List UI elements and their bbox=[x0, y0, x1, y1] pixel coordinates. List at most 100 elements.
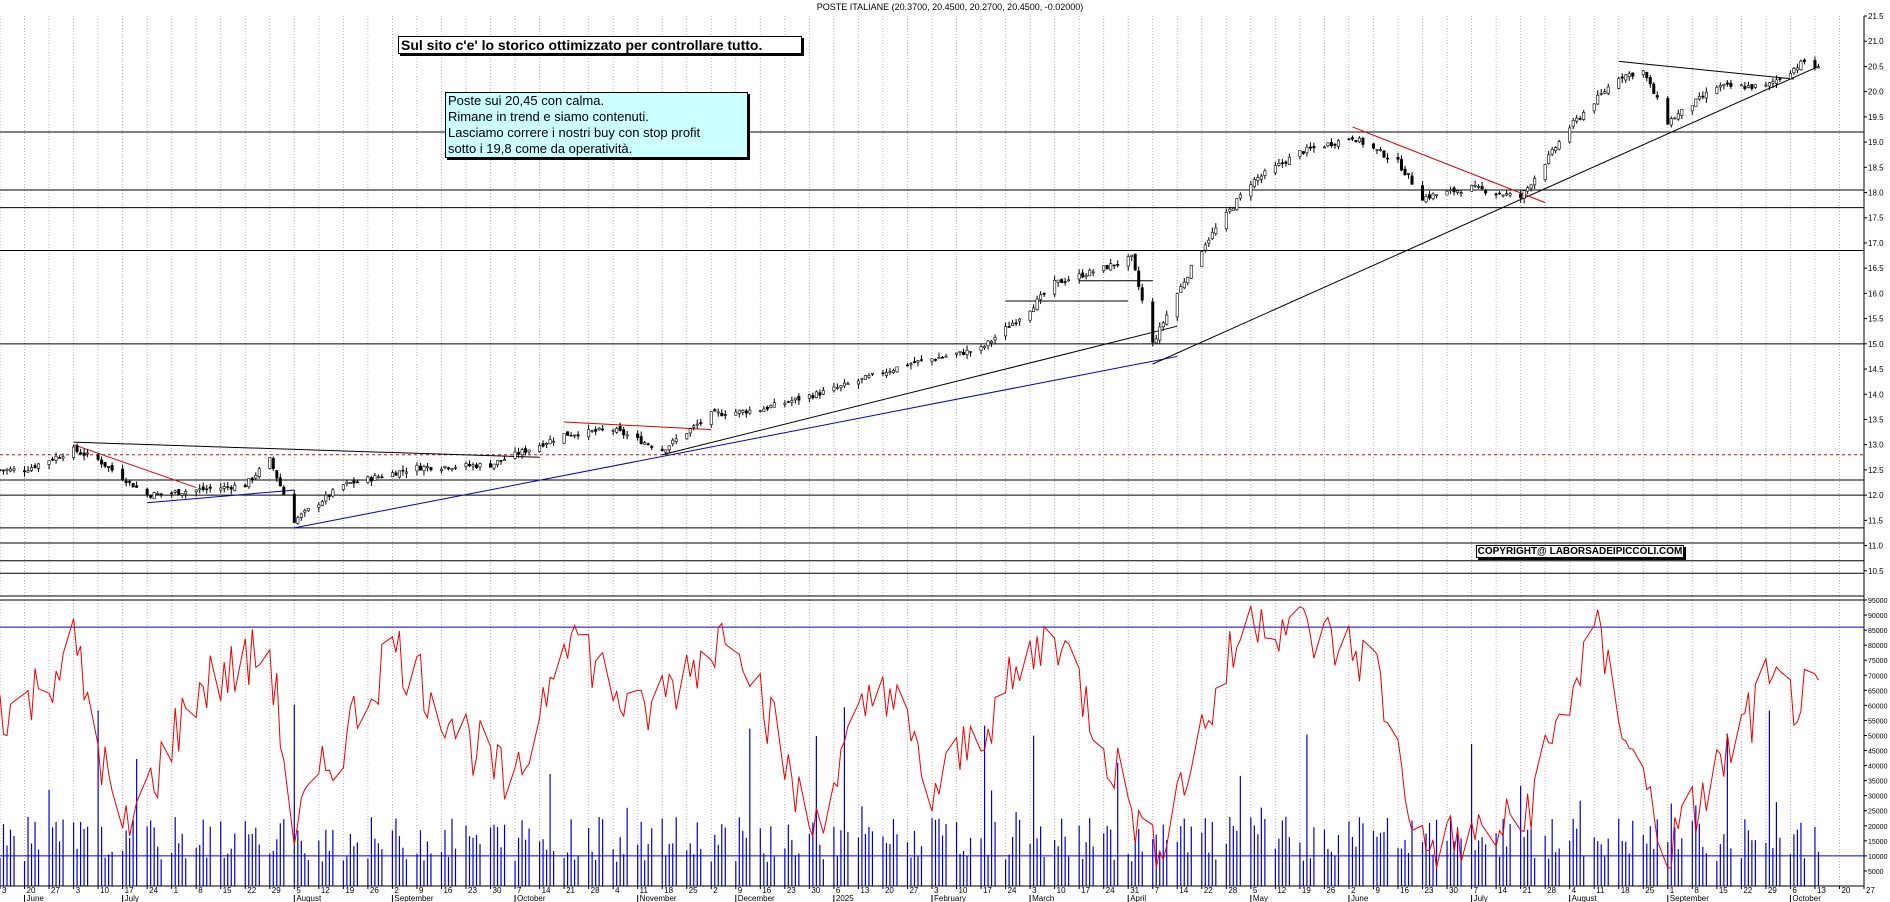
candle-body bbox=[1725, 82, 1729, 85]
price-gridlines bbox=[0, 16, 1865, 596]
candle-body bbox=[422, 466, 426, 472]
candle-body bbox=[489, 463, 493, 468]
price-candles bbox=[0, 56, 1820, 525]
candle-body bbox=[496, 460, 500, 466]
candle-body bbox=[1298, 150, 1302, 157]
candle-body bbox=[1676, 113, 1680, 120]
candle-body bbox=[1550, 148, 1554, 155]
candle-body bbox=[37, 463, 41, 469]
candle-body bbox=[1207, 239, 1211, 244]
candle-body bbox=[814, 391, 818, 398]
candle-body bbox=[1715, 86, 1719, 94]
candle-body bbox=[1631, 72, 1635, 77]
candle-body bbox=[1228, 208, 1232, 212]
candle-body bbox=[1336, 140, 1340, 147]
x-tick-day-label: 15 bbox=[223, 886, 232, 895]
x-tick-day-label: 4 bbox=[1572, 886, 1577, 895]
candle-body bbox=[965, 350, 969, 355]
candle-body bbox=[1410, 175, 1414, 185]
candle-body bbox=[348, 482, 352, 484]
candle-body bbox=[601, 428, 605, 431]
x-tick-day-label: 19 bbox=[1302, 886, 1311, 895]
x-tick-day-label: 30 bbox=[811, 886, 820, 895]
candle-body bbox=[429, 467, 433, 471]
candle-body bbox=[1385, 157, 1389, 160]
x-tick-day-label: 10 bbox=[100, 886, 109, 895]
candle-body bbox=[524, 448, 528, 453]
y-tick-label: 80000 bbox=[1868, 643, 1888, 650]
candle-body bbox=[1501, 194, 1505, 197]
candle-body bbox=[268, 457, 272, 469]
x-month-label: March bbox=[1032, 894, 1054, 902]
candle-body bbox=[26, 470, 30, 473]
candle-body bbox=[1767, 82, 1771, 87]
analysis-note: Poste sui 20,45 con calma. Rimane in tre… bbox=[445, 92, 748, 158]
candle-body bbox=[1424, 196, 1428, 203]
candle-body bbox=[1056, 279, 1060, 283]
x-tick-day-label: 23 bbox=[468, 886, 477, 895]
candle-body bbox=[1701, 95, 1705, 98]
candle-body bbox=[867, 375, 871, 378]
candle-body bbox=[576, 434, 580, 437]
x-tick-day-label: 20 bbox=[885, 886, 894, 895]
y-tick-label: 35000 bbox=[1868, 779, 1888, 786]
candle-body bbox=[128, 481, 132, 483]
candle-body bbox=[443, 465, 447, 468]
candle-body bbox=[667, 445, 671, 451]
y-tick-label: 10000 bbox=[1868, 854, 1888, 861]
x-month-label: October bbox=[517, 894, 546, 902]
x-tick-day-label: 14 bbox=[1498, 886, 1507, 895]
candle-body bbox=[909, 363, 913, 365]
candle-body bbox=[1371, 143, 1375, 149]
candle-body bbox=[303, 510, 307, 513]
candle-body bbox=[397, 470, 401, 478]
candle-body bbox=[639, 436, 643, 445]
note-line: Rimane in trend e siamo contenuti. bbox=[448, 109, 649, 124]
horizontal-levels bbox=[0, 131, 1864, 857]
candle-body bbox=[513, 451, 517, 459]
candle-body bbox=[1648, 77, 1652, 85]
candle-body bbox=[306, 508, 310, 512]
x-tick-day-label: 1 bbox=[1670, 886, 1675, 895]
candle-body bbox=[1568, 127, 1572, 143]
x-tick-day-label: 10 bbox=[959, 886, 968, 895]
x-tick-day-label: 9 bbox=[419, 886, 424, 895]
candle-body bbox=[1200, 251, 1204, 267]
x-tick-day-label: 28 bbox=[1547, 886, 1556, 895]
candle-body bbox=[905, 364, 909, 367]
candle-body bbox=[618, 426, 622, 431]
y-tick-label: 15000 bbox=[1868, 839, 1888, 846]
x-tick-day-label: 8 bbox=[198, 886, 203, 895]
candle-body bbox=[222, 485, 226, 489]
candle-body bbox=[1816, 66, 1820, 69]
candle-body bbox=[299, 513, 303, 518]
candle-body bbox=[1753, 84, 1757, 88]
candle-body bbox=[229, 487, 233, 490]
x-tick-day-label: 11 bbox=[640, 886, 649, 895]
candle-body bbox=[1256, 177, 1260, 181]
candle-body bbox=[1238, 194, 1242, 199]
candle-body bbox=[1718, 85, 1722, 88]
candle-body bbox=[331, 489, 335, 497]
x-tick-day-label: 12 bbox=[321, 886, 330, 895]
y-tick-label: 12.0 bbox=[1868, 491, 1884, 500]
candle-body bbox=[832, 386, 836, 391]
candle-body bbox=[107, 466, 111, 468]
candle-body bbox=[734, 411, 738, 416]
y-tick-label: 21.5 bbox=[1868, 12, 1884, 21]
candle-body bbox=[772, 402, 776, 408]
x-tick-day-label: 4 bbox=[615, 886, 620, 895]
candle-body bbox=[1421, 185, 1425, 201]
candle-body bbox=[1620, 76, 1624, 79]
candle-body bbox=[226, 486, 230, 488]
candle-body bbox=[916, 360, 920, 363]
candle-body bbox=[124, 480, 128, 484]
candle-body bbox=[709, 411, 713, 425]
candle-body bbox=[1596, 95, 1600, 105]
candle-body bbox=[625, 434, 629, 437]
candle-body bbox=[548, 439, 552, 445]
candle-body bbox=[1312, 146, 1316, 149]
candle-body bbox=[1477, 185, 1481, 188]
x-tick-day-label: 30 bbox=[1449, 886, 1458, 895]
candle-body bbox=[250, 477, 254, 481]
